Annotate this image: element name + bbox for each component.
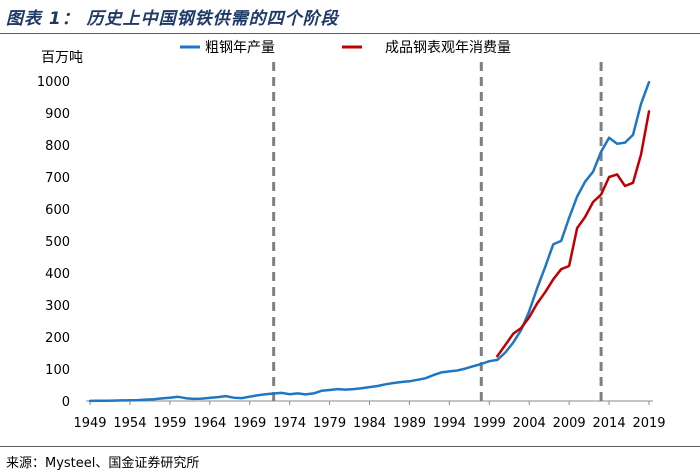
y-tick-label: 900 [45, 107, 70, 122]
x-tick-label: 1964 [193, 416, 226, 431]
x-tick-label: 1999 [473, 416, 506, 431]
top-rule [0, 33, 700, 34]
axes: 0 100 200 300 400 500 600 700 800 900 1000 1949 1954… [37, 75, 666, 431]
y-tick-label: 300 [45, 299, 70, 314]
x-tick-label: 1979 [313, 416, 346, 431]
x-tick-label: 2019 [632, 416, 665, 431]
series-line [496, 110, 651, 358]
y-tick-label: 0 [62, 395, 70, 410]
x-tick-label: 2014 [593, 416, 626, 431]
chart-area: 0 100 200 300 400 500 600 700 800 900 1000 1949 1954… [37, 40, 666, 431]
x-tick-label: 1994 [433, 416, 466, 431]
y-tick-label: 100 [45, 363, 70, 378]
stage-dividers [272, 62, 603, 401]
bottom-rule [0, 446, 700, 447]
y-tick-label: 800 [45, 139, 70, 154]
x-tick-label: 1974 [273, 416, 306, 431]
y-tick-label: 600 [45, 203, 70, 218]
y-tick-label: 200 [45, 331, 70, 346]
y-tick-label: 400 [45, 267, 70, 282]
y-axis-label: 百万吨 [41, 50, 83, 66]
y-tick-label: 500 [45, 235, 70, 250]
legend: 粗钢年产量 成品钢表观年消费量 [180, 40, 511, 56]
source-note: 来源：Mysteel、国金证券研究所 [6, 456, 200, 471]
x-tick-label: 1989 [393, 416, 426, 431]
y-tick-label: 700 [45, 171, 70, 186]
x-tick-label: 1954 [113, 416, 146, 431]
x-tick-label: 1959 [153, 416, 186, 431]
x-tick-label: 1949 [73, 416, 106, 431]
x-tick-label: 1969 [233, 416, 266, 431]
figure-title: 图表 1： 历史上中国钢铁供需的四个阶段 [6, 9, 339, 29]
x-tick-label: 2004 [513, 416, 546, 431]
x-tick-label: 2009 [553, 416, 586, 431]
legend-label: 粗钢年产量 [205, 40, 275, 56]
series-lines [88, 80, 651, 403]
y-tick-label: 1000 [37, 75, 70, 90]
x-tick-label: 1984 [353, 416, 386, 431]
legend-label: 成品钢表观年消费量 [385, 40, 511, 56]
series-line [88, 80, 651, 403]
